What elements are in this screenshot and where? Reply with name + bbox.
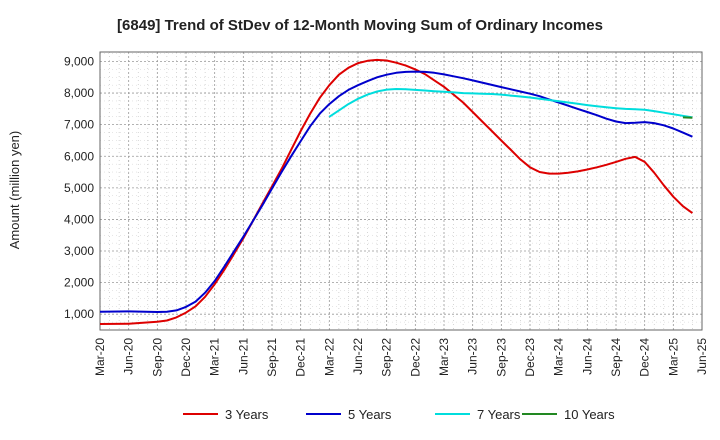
x-tick-label: Sep-24 xyxy=(609,338,623,377)
x-tick-label: Jun-25 xyxy=(695,338,709,375)
y-tick-label: 9,000 xyxy=(64,54,94,68)
chart-title: [6849] Trend of StDev of 12-Month Moving… xyxy=(117,17,603,34)
x-tick-label: Sep-22 xyxy=(380,338,394,377)
x-tick-label: Jun-20 xyxy=(122,338,136,375)
y-tick-label: 2,000 xyxy=(64,276,94,290)
legend-label: 10 Years xyxy=(564,407,615,422)
y-tick-label: 5,000 xyxy=(64,181,94,195)
legend-label: 3 Years xyxy=(225,407,269,422)
x-tick-label: Jun-22 xyxy=(351,338,365,375)
series-line-3-years xyxy=(99,58,693,325)
x-tick-label: Jun-24 xyxy=(580,338,594,375)
legend-label: 5 Years xyxy=(348,407,392,422)
x-tick-label: Mar-25 xyxy=(666,338,680,376)
x-tick-label: Jun-21 xyxy=(236,338,250,375)
x-tick-label: Dec-20 xyxy=(179,338,193,377)
y-tick-label: 1,000 xyxy=(64,307,94,321)
x-tick-label: Mar-20 xyxy=(93,338,107,376)
x-tick-label: Sep-20 xyxy=(150,338,164,377)
x-tick-label: Jun-23 xyxy=(466,338,480,375)
legend: 3 Years 5 Years 7 Years 10 Years xyxy=(183,407,615,422)
x-tick-label: Dec-24 xyxy=(638,338,652,377)
x-tick-label: Mar-23 xyxy=(437,338,451,376)
axis-ticks: Mar-20 Jun-20 Sep-20 Dec-20 Mar-21 Jun-21 Sep-… xyxy=(64,54,709,376)
plot-frame xyxy=(99,51,703,331)
x-tick-label: Dec-21 xyxy=(294,338,308,377)
x-tick-label: Mar-22 xyxy=(322,338,336,376)
y-tick-label: 4,000 xyxy=(64,212,94,226)
x-tick-label: Mar-21 xyxy=(208,338,222,376)
y-axis-label: Amount (million yen) xyxy=(7,131,22,250)
series-group xyxy=(99,58,693,325)
y-tick-label: 8,000 xyxy=(64,86,94,100)
y-tick-label: 3,000 xyxy=(64,244,94,258)
y-tick-label: 7,000 xyxy=(64,118,94,132)
series-line-5-years xyxy=(99,70,693,313)
x-tick-label: Dec-23 xyxy=(523,338,537,377)
x-tick-label: Sep-21 xyxy=(265,338,279,377)
legend-label: 7 Years xyxy=(477,407,521,422)
grid xyxy=(100,52,702,330)
x-tick-label: Sep-23 xyxy=(494,338,508,377)
x-tick-label: Mar-24 xyxy=(552,338,566,376)
x-tick-label: Dec-22 xyxy=(408,338,422,377)
series-line-7-years xyxy=(328,88,693,119)
y-tick-label: 6,000 xyxy=(64,149,94,163)
